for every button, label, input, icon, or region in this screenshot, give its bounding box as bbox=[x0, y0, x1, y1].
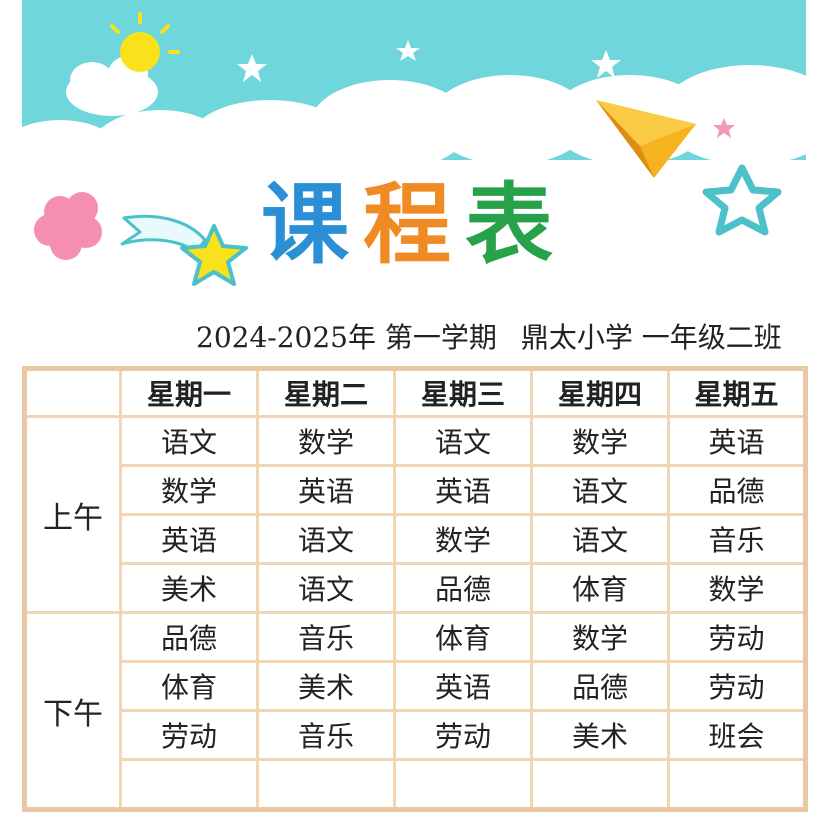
subject-cell: 美术 bbox=[530, 709, 670, 761]
corner-cell bbox=[23, 367, 122, 418]
school-class-label: 鼎太小学 一年级二班 bbox=[520, 321, 782, 354]
table-row: 体育 美术 英语 品德 劳动 bbox=[25, 660, 807, 712]
subject-cell: 劳动 bbox=[119, 709, 259, 761]
day-header: 星期四 bbox=[530, 367, 670, 418]
subject-cell: 音乐 bbox=[667, 513, 807, 565]
subject-cell: 品德 bbox=[530, 660, 670, 712]
table-row: 美术 语文 品德 体育 数学 bbox=[25, 562, 807, 614]
subject-cell bbox=[667, 758, 807, 811]
subject-cell: 语文 bbox=[256, 513, 396, 565]
subject-cell: 英语 bbox=[119, 513, 259, 565]
subject-cell bbox=[256, 758, 396, 811]
subject-cell: 品德 bbox=[667, 464, 807, 516]
day-header: 星期二 bbox=[256, 367, 396, 418]
semester-label: 2024-2025年 第一学期 bbox=[196, 321, 497, 354]
day-header: 星期三 bbox=[393, 367, 533, 418]
header-banner bbox=[0, 0, 828, 300]
subject-cell: 体育 bbox=[530, 562, 670, 614]
subject-cell: 劳动 bbox=[667, 611, 807, 663]
schedule-table: 星期一 星期二 星期三 星期四 星期五 上午 语文 数学 语文 数学 英语 数学… bbox=[22, 366, 808, 812]
subject-cell: 英语 bbox=[256, 464, 396, 516]
subject-cell: 数学 bbox=[119, 464, 259, 516]
title-char: 程 bbox=[362, 173, 465, 276]
subject-cell: 语文 bbox=[393, 415, 533, 467]
subject-cell bbox=[119, 758, 259, 811]
subject-cell: 品德 bbox=[393, 562, 533, 614]
subject-cell: 语文 bbox=[119, 415, 259, 467]
subject-cell: 语文 bbox=[256, 562, 396, 614]
day-header: 星期一 bbox=[119, 367, 259, 418]
subject-cell: 语文 bbox=[530, 513, 670, 565]
paper-plane-icon bbox=[596, 100, 696, 178]
subject-cell: 美术 bbox=[119, 562, 259, 614]
subject-cell: 语文 bbox=[530, 464, 670, 516]
star-icon bbox=[713, 118, 735, 138]
star-icon bbox=[702, 164, 782, 236]
subject-cell: 数学 bbox=[530, 611, 670, 663]
day-header: 星期五 bbox=[667, 367, 807, 418]
title-char: 表 bbox=[465, 173, 568, 276]
page-subtitle: 2024-2025年 第一学期 鼎太小学 一年级二班 bbox=[196, 318, 816, 358]
table-row: 英语 语文 数学 语文 音乐 bbox=[25, 513, 807, 565]
subject-cell: 英语 bbox=[393, 464, 533, 516]
subject-cell: 劳动 bbox=[667, 660, 807, 712]
shooting-star-icon bbox=[120, 214, 248, 286]
star-icon bbox=[237, 40, 621, 106]
subject-cell: 劳动 bbox=[393, 709, 533, 761]
table-row bbox=[25, 758, 807, 811]
subject-cell: 英语 bbox=[393, 660, 533, 712]
subject-cell: 音乐 bbox=[256, 611, 396, 663]
sun-icon bbox=[110, 12, 180, 72]
subject-cell: 美术 bbox=[256, 660, 396, 712]
table-row: 劳动 音乐 劳动 美术 班会 bbox=[25, 709, 807, 761]
table-header-row: 星期一 星期二 星期三 星期四 星期五 bbox=[23, 367, 807, 418]
table-row: 数学 英语 英语 语文 品德 bbox=[25, 464, 807, 516]
subject-cell: 班会 bbox=[667, 709, 807, 761]
title-char: 课 bbox=[260, 173, 363, 276]
subject-cell bbox=[393, 758, 533, 811]
flower-icon bbox=[34, 192, 102, 260]
subject-cell: 品德 bbox=[119, 611, 259, 663]
table-row: 下午 品德 音乐 体育 数学 劳动 bbox=[23, 611, 807, 811]
page-title: 课程表 bbox=[0, 170, 828, 280]
subject-cell: 数学 bbox=[256, 415, 396, 467]
subject-cell: 数学 bbox=[667, 562, 807, 614]
subject-cell: 数学 bbox=[393, 513, 533, 565]
subject-cell bbox=[530, 758, 670, 811]
subject-cell: 数学 bbox=[530, 415, 670, 467]
subject-cell: 体育 bbox=[119, 660, 259, 712]
table-row: 上午 语文 数学 语文 数学 英语 bbox=[23, 415, 807, 614]
subject-cell: 英语 bbox=[667, 415, 807, 467]
subject-cell: 体育 bbox=[393, 611, 533, 663]
subject-cell: 音乐 bbox=[256, 709, 396, 761]
period-label-morning: 上午 bbox=[23, 415, 122, 614]
period-label-afternoon: 下午 bbox=[23, 611, 122, 811]
